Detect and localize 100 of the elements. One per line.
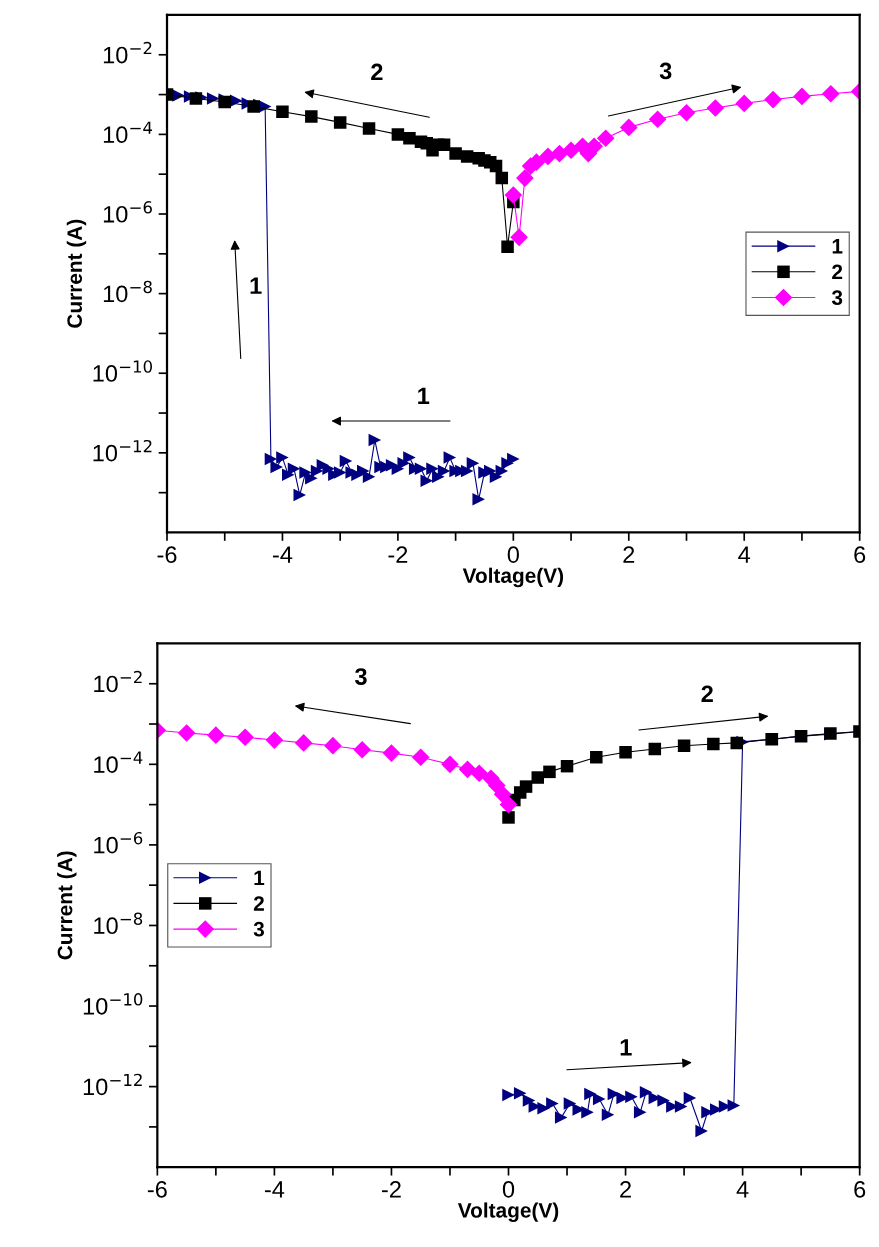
point (516, 169, 534, 187)
point (590, 750, 603, 764)
x-axis-title: Voltage(V) (462, 567, 564, 588)
point (472, 152, 485, 165)
y-tick-label: 10$^{−4}$ (103, 121, 153, 144)
legend-label: 3 (831, 290, 843, 306)
point (706, 99, 725, 117)
legend-label: 2 (832, 264, 843, 280)
point (601, 1108, 615, 1122)
annotation: 1 (250, 277, 262, 294)
point (449, 147, 462, 160)
point (382, 744, 401, 762)
point (472, 493, 485, 506)
point (281, 468, 295, 482)
point (619, 118, 638, 137)
y-tick-label: 10$^{−12}$ (93, 439, 152, 462)
x-axis-title: Voltage(V) (457, 1202, 559, 1222)
point (287, 462, 301, 475)
point (683, 1091, 697, 1105)
point (177, 724, 196, 742)
point (648, 742, 662, 756)
x-tick-label: -6 (157, 546, 177, 564)
point (207, 726, 225, 744)
point (707, 737, 720, 751)
y-tick-label: 10$^{−6}$ (103, 201, 152, 223)
point (648, 110, 667, 129)
y-tick-label: 10$^{−10}$ (93, 360, 152, 382)
x-tick-label: -4 (264, 1181, 285, 1198)
point (539, 147, 557, 166)
point (730, 736, 744, 750)
point (764, 90, 782, 109)
point (502, 1088, 515, 1102)
point (793, 87, 811, 106)
point (247, 100, 260, 113)
point (470, 764, 489, 783)
point (619, 745, 632, 759)
point (560, 759, 574, 773)
point (677, 739, 691, 752)
legend-label: 2 (253, 896, 264, 911)
annotation: 1 (418, 387, 430, 405)
x-tick-label: 6 (854, 1181, 866, 1198)
point (489, 470, 503, 484)
x-tick-label: 2 (620, 1181, 631, 1198)
point (441, 755, 459, 774)
point (554, 1111, 568, 1124)
point (501, 240, 514, 254)
x-tick-label: 4 (738, 546, 751, 563)
point (276, 105, 289, 119)
x-tick-label: -2 (388, 546, 408, 563)
y-tick-label: 10$^{−10}$ (83, 993, 143, 1015)
x-tick-label: 6 (854, 546, 866, 564)
point (299, 466, 312, 479)
x-tick-label: 2 (623, 546, 635, 563)
x-tick-label: 4 (736, 1181, 749, 1198)
x-tick-label: 0 (507, 546, 519, 564)
y-tick-label: 10$^{−4}$ (94, 751, 143, 773)
point (391, 128, 405, 141)
point (513, 1087, 527, 1100)
point (236, 728, 254, 747)
point (345, 466, 358, 479)
point (735, 94, 754, 113)
point (265, 731, 284, 749)
point (324, 736, 342, 755)
y-axis-title: Current (A) (57, 851, 77, 960)
point (420, 474, 433, 487)
point (546, 1097, 559, 1110)
point (677, 103, 696, 122)
point (727, 1099, 741, 1112)
point (592, 1092, 606, 1106)
annotation: 3 (354, 668, 367, 685)
point (674, 1100, 688, 1113)
point (531, 771, 545, 784)
annotation: 2 (371, 63, 383, 81)
point (581, 1106, 594, 1119)
point (432, 470, 445, 484)
point (458, 760, 477, 779)
point (328, 468, 341, 482)
y-axis-title: Current (A) (66, 219, 87, 328)
point (504, 186, 523, 204)
point (596, 129, 615, 148)
point (403, 132, 416, 145)
point (294, 734, 313, 752)
point (460, 150, 474, 163)
y-tick-label: 10$^{−8}$ (103, 280, 152, 303)
legend-label: 1 (254, 870, 265, 886)
point (189, 92, 203, 105)
y-tick-label: 10$^{−8}$ (94, 912, 143, 935)
point (333, 116, 347, 129)
y-tick-label: 10$^{−12}$ (83, 1073, 142, 1096)
point (502, 811, 515, 824)
point (657, 1094, 670, 1107)
point (510, 228, 528, 247)
point (264, 452, 278, 466)
point (339, 454, 353, 468)
point (584, 1087, 597, 1101)
point (293, 488, 307, 502)
legend-label: 3 (253, 921, 265, 937)
annotation: 3 (659, 62, 672, 80)
y-tick-label: 10$^{−2}$ (103, 41, 152, 64)
point (821, 84, 840, 103)
